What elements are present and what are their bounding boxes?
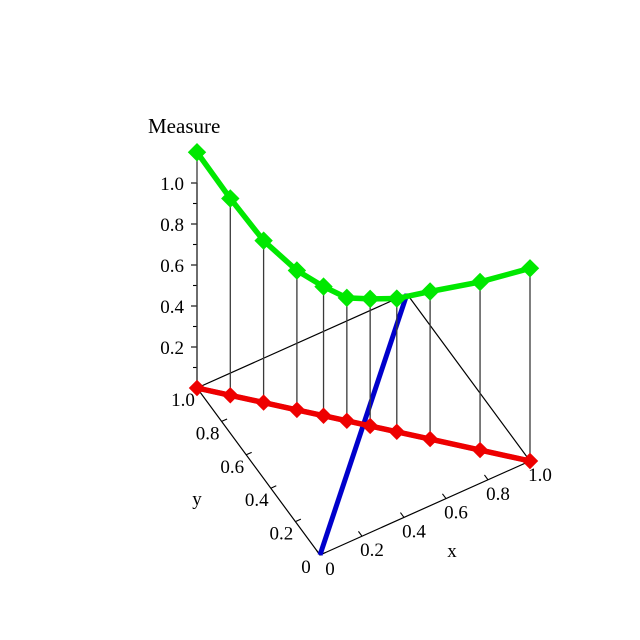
y-axis-tick-label-4: 0.8 — [196, 423, 220, 444]
x-axis-tick-1 — [357, 531, 363, 537]
base-projection-curve-marker-7 — [388, 423, 406, 441]
measure-curve-marker-5 — [337, 288, 357, 308]
measure-curve-marker-7 — [387, 289, 407, 308]
x-axis-tick-label-5: 1.0 — [528, 465, 552, 486]
measure-curve-marker-1 — [221, 189, 240, 208]
y-axis-tick-2 — [270, 485, 277, 489]
measure-curve-marker-9 — [470, 272, 490, 292]
measure-curve-marker-6 — [360, 289, 380, 309]
base-projection-curve-marker-0 — [188, 379, 206, 397]
x-axis-tick-3 — [441, 493, 447, 499]
z-axis — [191, 182, 198, 388]
axis-tick-labels: 00.20.40.60.81.000.20.40.60.81.00.20.40.… — [160, 174, 552, 580]
measure-curve-marker-3 — [287, 261, 307, 280]
base-projection-curve-marker-10 — [521, 452, 539, 470]
base-projection-curve-marker-2 — [255, 394, 272, 411]
x-axis-tick-2 — [399, 512, 405, 518]
measure-curve-marker-10 — [520, 259, 540, 278]
x-axis-label: x — [447, 541, 457, 562]
base-projection-curve-marker-9 — [471, 441, 489, 459]
y-axis-tick-label-0: 0 — [301, 557, 311, 578]
z-axis-tick-label-4: 1.0 — [160, 174, 184, 195]
measure-curve — [187, 143, 540, 309]
y-axis-label: y — [192, 489, 202, 510]
measure-curve-marker-4 — [314, 277, 333, 296]
y-axis-tick-label-5: 1.0 — [171, 390, 195, 411]
x-axis-tick-label-3: 0.6 — [444, 503, 468, 524]
base-projection-curve-marker-8 — [421, 430, 439, 448]
base-projection-curve-marker-4 — [315, 407, 332, 424]
y-axis-tick-4 — [221, 418, 228, 422]
y-axis-tick-3 — [245, 451, 252, 456]
y-axis-tick-label-2: 0.4 — [245, 490, 269, 511]
x-axis-tick-label-2: 0.4 — [402, 521, 426, 542]
x-axis-tick-4 — [483, 474, 489, 481]
y-axis-tick-label-3: 0.6 — [220, 457, 244, 478]
base-projection-curve-marker-5 — [338, 412, 356, 430]
z-axis-tick-label-1: 0.4 — [160, 297, 184, 318]
z-axis-tick-label-2: 0.6 — [160, 256, 184, 277]
z-axis-tick-label-0: 0.2 — [160, 338, 184, 359]
page-title: Measure — [148, 114, 220, 138]
measure-curve-marker-8 — [420, 282, 440, 301]
base-projection-curve-marker-6 — [361, 417, 379, 435]
base-projection-curve — [188, 379, 539, 470]
x-axis-tick-label-0: 0 — [325, 559, 335, 580]
x-axis-tick-label-4: 0.8 — [486, 484, 510, 505]
measure-curve-marker-0 — [187, 143, 207, 162]
base-projection-curve-marker-1 — [222, 387, 239, 404]
base-projection-curve-marker-3 — [288, 401, 306, 419]
y-axis-tick-1 — [295, 518, 302, 523]
x-axis-tick-label-1: 0.2 — [360, 540, 384, 561]
measure-curve-marker-2 — [254, 231, 273, 250]
y-axis-tick-label-1: 0.2 — [270, 524, 294, 545]
z-axis-tick-label-3: 0.8 — [160, 215, 184, 236]
drop-lines — [196, 152, 531, 461]
